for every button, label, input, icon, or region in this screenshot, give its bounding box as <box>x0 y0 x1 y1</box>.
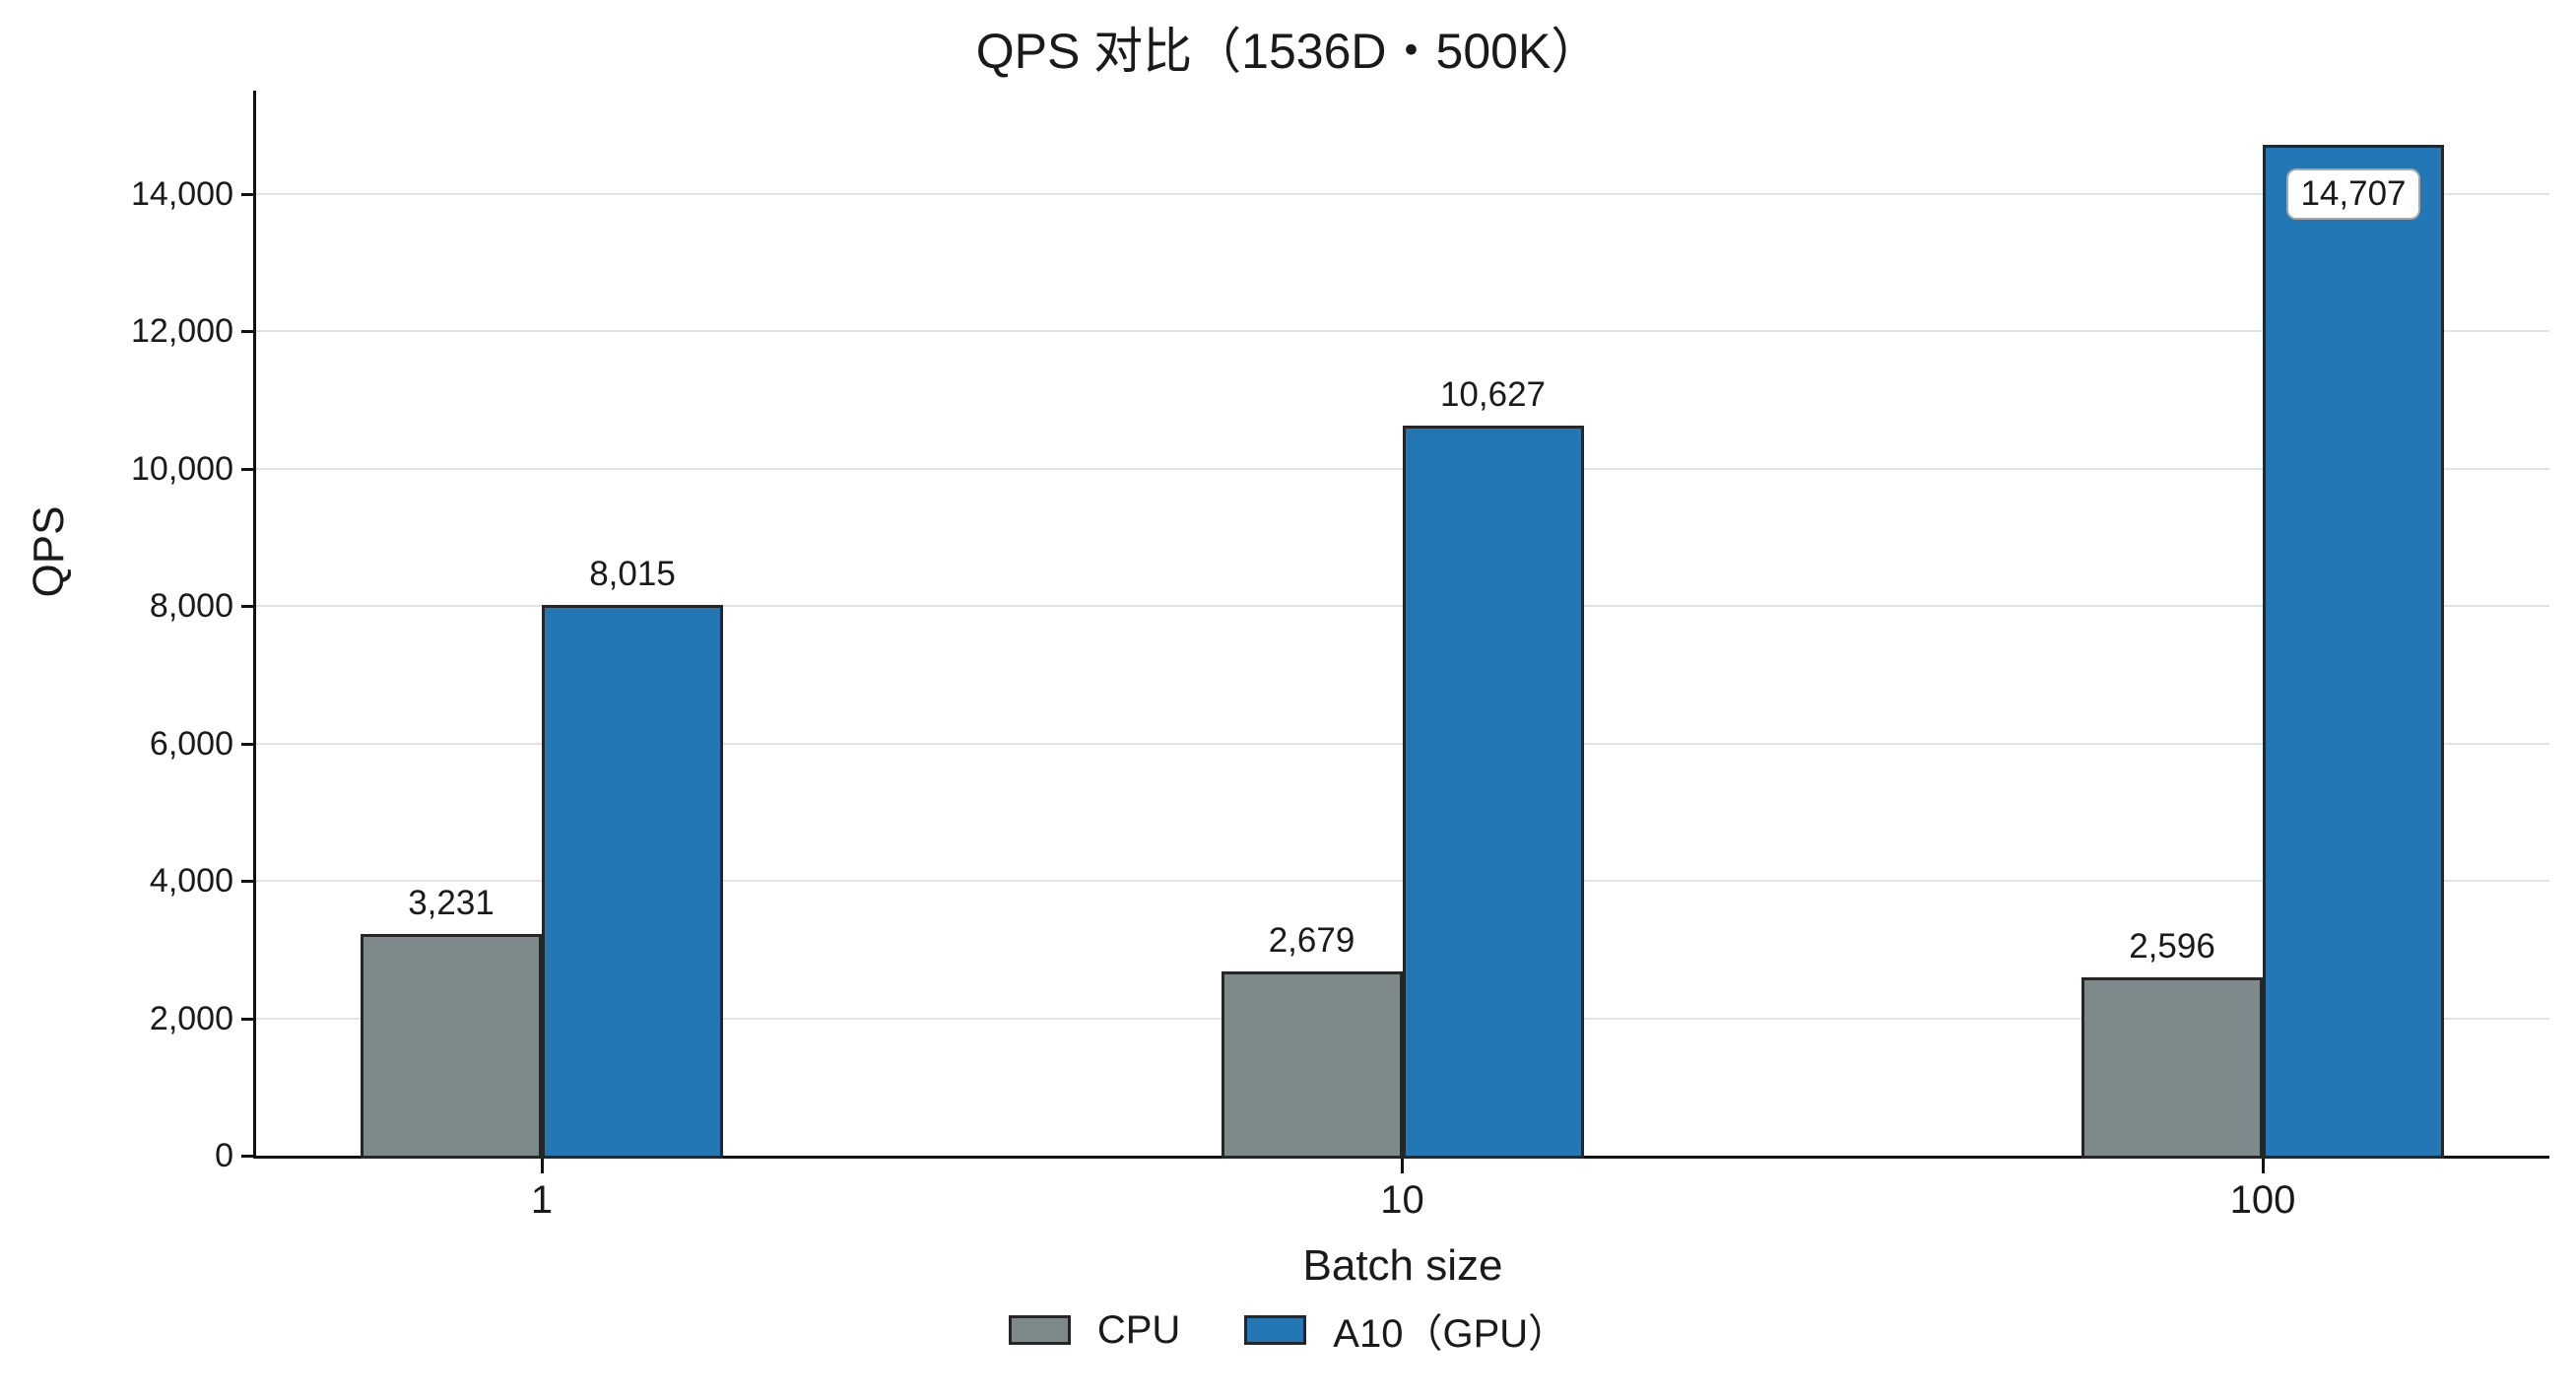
x-tick-label-100: 100 <box>2229 1178 2296 1222</box>
y-tick-6000 <box>241 742 256 746</box>
value-label-2,596: 2,596 <box>2129 926 2215 966</box>
legend-item-cpu: CPU <box>1008 1307 1181 1353</box>
value-label-2,679: 2,679 <box>1268 921 1355 961</box>
legend-label-gpu: A10（GPU） <box>1333 1312 1568 1356</box>
gridline-14000 <box>256 192 2549 195</box>
y-tick-label-12000: 12,000 <box>131 312 233 351</box>
legend-item-gpu: A10（GPU） <box>1244 1301 1567 1359</box>
y-tick-14000 <box>241 192 256 196</box>
value-label-8,015: 8,015 <box>589 555 676 594</box>
bar-A10GPU-1 <box>542 605 723 1159</box>
bar-A10GPU-10 <box>1402 425 1584 1159</box>
y-tick-10000 <box>241 467 256 471</box>
x-tick-label-1: 1 <box>530 1178 554 1222</box>
x-axis-label: Batch size <box>1302 1241 1503 1290</box>
x-tick-label-10: 10 <box>1380 1178 1424 1222</box>
y-tick-label-14000: 14,000 <box>131 174 233 213</box>
value-label-10,627: 10,627 <box>1439 374 1547 414</box>
y-tick-label-4000: 4,000 <box>149 862 233 900</box>
bar-A10GPU-100 <box>2263 145 2444 1159</box>
y-tick-12000 <box>241 330 256 334</box>
cpu-color-swatch <box>1008 1315 1071 1345</box>
gpu-color-swatch <box>1244 1315 1307 1345</box>
y-tick-label-10000: 10,000 <box>131 449 233 488</box>
y-axis-label: QPS <box>25 505 73 598</box>
x-tick-10 <box>1401 1159 1404 1173</box>
value-label-3,231: 3,231 <box>408 883 495 922</box>
y-tick-4000 <box>241 880 256 884</box>
legend-label-cpu: CPU <box>1096 1307 1181 1352</box>
y-tick-8000 <box>241 605 256 609</box>
y-tick-label-0: 0 <box>215 1137 233 1174</box>
y-tick-2000 <box>241 1017 256 1021</box>
boxed-value-label-14,707: 14,707 <box>2206 168 2501 221</box>
legend: CPU A10（GPU） <box>0 1302 2576 1358</box>
y-tick-label-8000: 8,000 <box>149 587 233 626</box>
y-tick-label-6000: 6,000 <box>149 724 233 763</box>
y-tick-label-2000: 2,000 <box>149 999 233 1037</box>
bar-CPU-100 <box>2081 976 2263 1159</box>
gridline-12000 <box>256 330 2549 333</box>
bar-CPU-10 <box>1221 971 1403 1159</box>
x-tick-100 <box>2261 1159 2265 1173</box>
y-axis-spine <box>253 91 256 1159</box>
value-pill: 14,707 <box>2286 168 2420 221</box>
bar-CPU-1 <box>361 933 542 1159</box>
x-tick-1 <box>540 1159 544 1173</box>
y-tick-0 <box>241 1155 256 1158</box>
chart-title: QPS 对比（1536D・500K） <box>975 24 1601 79</box>
